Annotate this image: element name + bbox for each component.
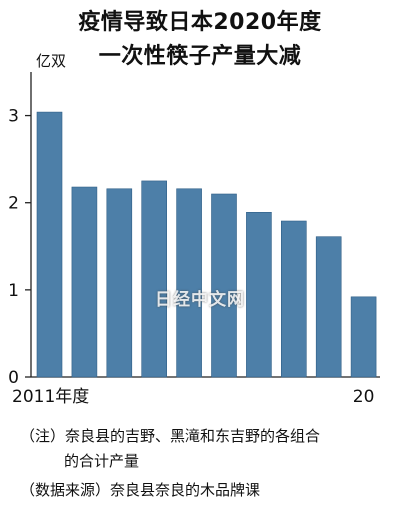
watermark: 日经中文网 bbox=[155, 290, 245, 310]
bar-2012 bbox=[71, 186, 98, 378]
y-tick-label: 3 bbox=[8, 107, 19, 127]
bar-2014 bbox=[141, 180, 167, 378]
bar-2017 bbox=[246, 212, 272, 378]
bar-2015 bbox=[176, 188, 202, 378]
bar-2019 bbox=[315, 236, 342, 378]
y-unit-label: 亿双 bbox=[36, 52, 67, 70]
chart-title-line-1: 疫情导致日本2020年度 bbox=[78, 10, 322, 35]
x-tick-label: 20 bbox=[353, 387, 375, 407]
bar-2016 bbox=[211, 193, 237, 378]
chart-title-line-2: 一次性筷子产量大减 bbox=[98, 44, 302, 69]
footnote-line-2: 的合计产量 bbox=[64, 452, 140, 470]
bar-2013 bbox=[106, 188, 133, 378]
y-tick-label: 1 bbox=[8, 281, 19, 301]
bar-2011年度 bbox=[36, 111, 63, 378]
y-tick-label: 0 bbox=[8, 368, 19, 388]
x-tick-label: 2011年度 bbox=[12, 387, 89, 407]
source-note: （数据来源）奈良县奈良的木品牌课 bbox=[20, 481, 261, 499]
bar-20 bbox=[350, 296, 377, 378]
bar-2018 bbox=[280, 220, 307, 378]
bar-chart: 0 1 2 3 2011年度 20 bbox=[8, 72, 380, 407]
y-tick-label: 2 bbox=[8, 194, 19, 214]
footnote-line-1: （注）奈良县的吉野、黑滝和东吉野的各组合 bbox=[20, 427, 321, 445]
